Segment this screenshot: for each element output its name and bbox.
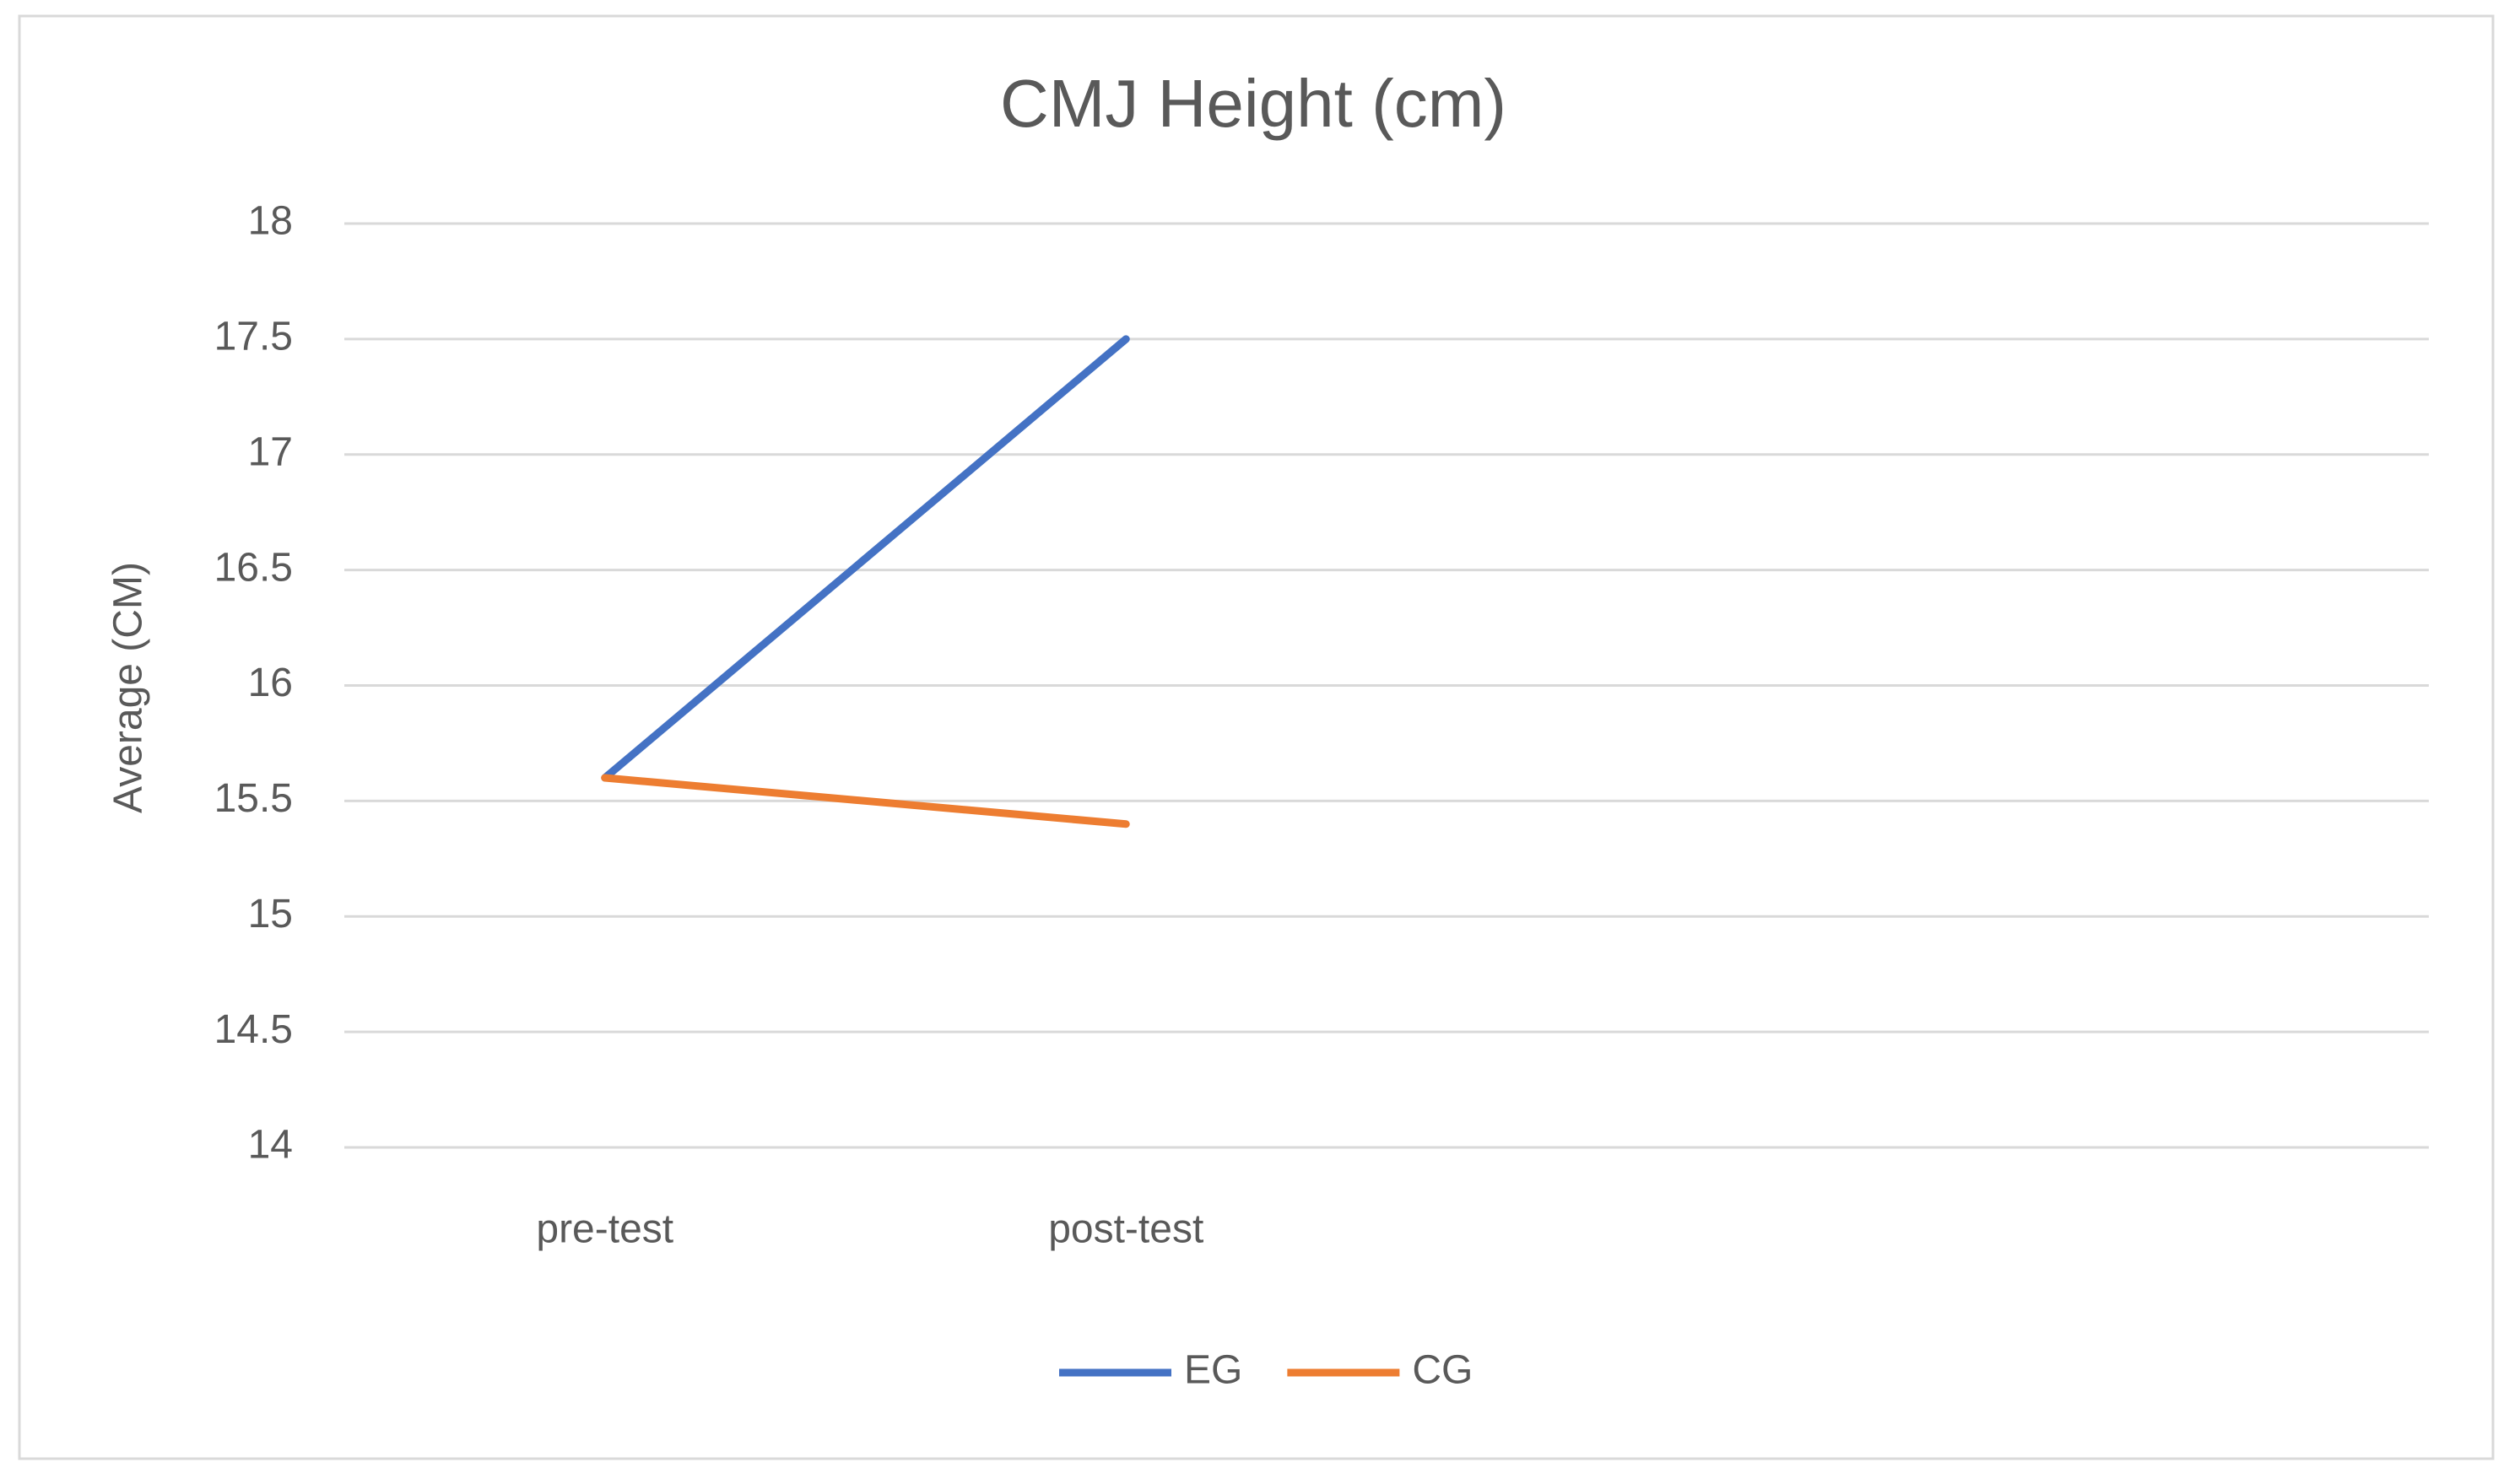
chart-border — [18, 14, 2495, 1460]
y-tick-label: 14.5 — [214, 1007, 293, 1052]
x-tick-label: pre-test — [536, 1207, 673, 1252]
y-tick-label: 14 — [248, 1123, 293, 1168]
y-tick-label: 17 — [248, 429, 293, 474]
y-axis-title: Average (CM) — [106, 562, 151, 813]
y-tick-label: 16.5 — [214, 545, 293, 590]
y-tick-label: 16 — [248, 661, 293, 705]
y-tick-label: 17.5 — [214, 315, 293, 359]
legend-label: EG — [1184, 1348, 1242, 1393]
y-tick-label: 15 — [248, 892, 293, 936]
chart-title: CMJ Height (cm) — [1000, 66, 1506, 141]
y-tick-label: 18 — [248, 199, 293, 244]
legend-label: CG — [1412, 1348, 1473, 1393]
y-tick-label: 15.5 — [214, 776, 293, 821]
x-tick-label: post-test — [1048, 1207, 1203, 1252]
series-line — [601, 774, 1130, 828]
series-line — [601, 335, 1130, 782]
